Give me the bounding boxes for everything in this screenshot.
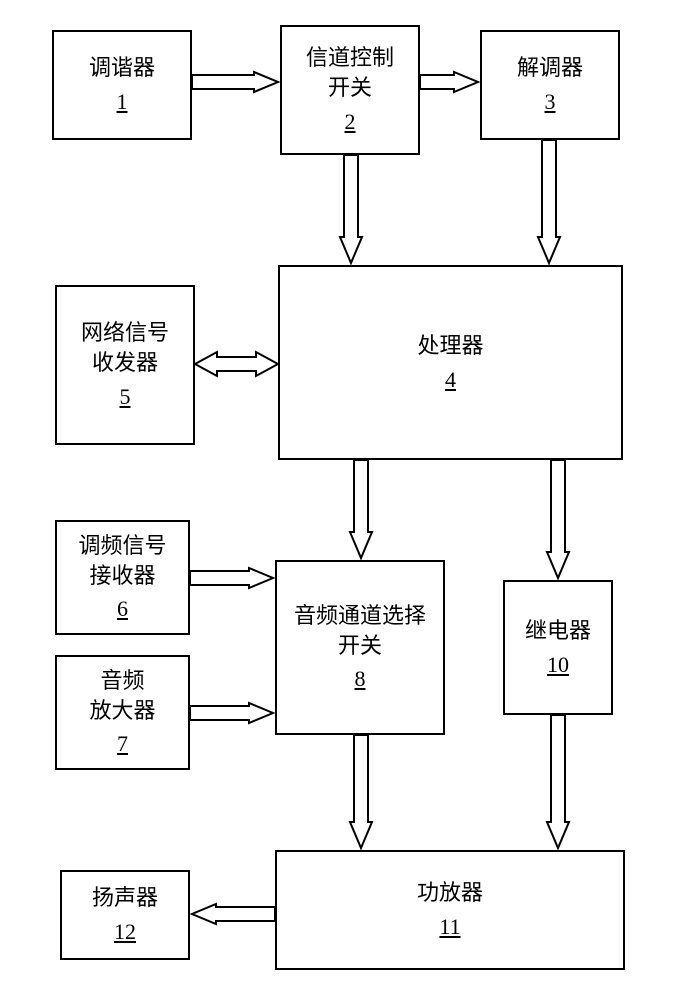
arrow-3-4 xyxy=(538,140,560,265)
arrow-5-4 xyxy=(195,352,278,376)
node-speaker: 扬声器 12 xyxy=(60,870,190,960)
node-label: 功放器 xyxy=(417,878,483,908)
node-number: 8 xyxy=(355,664,366,694)
node-label: 处理器 xyxy=(417,331,483,361)
arrow-1-2 xyxy=(192,72,280,92)
node-label: 解调器 xyxy=(517,53,583,83)
arrow-2-3 xyxy=(420,72,480,92)
node-number: 6 xyxy=(117,594,128,624)
node-label: 网络信号收发器 xyxy=(81,318,169,377)
node-number: 5 xyxy=(120,382,131,412)
node-audio-amp: 音频放大器 7 xyxy=(55,655,190,770)
node-audio-channel-switch: 音频通道选择开关 8 xyxy=(275,560,445,735)
node-label: 继电器 xyxy=(525,616,591,646)
node-label: 信道控制开关 xyxy=(306,43,394,102)
node-network-transceiver: 网络信号收发器 5 xyxy=(55,285,195,445)
node-label: 音频放大器 xyxy=(89,666,155,725)
node-label: 调谐器 xyxy=(89,53,155,83)
arrow-8-11 xyxy=(350,735,372,850)
arrow-4-8 xyxy=(350,460,372,560)
arrow-4-10 xyxy=(547,460,569,580)
node-fm-receiver: 调频信号接收器 6 xyxy=(55,520,190,635)
node-number: 4 xyxy=(445,365,456,395)
node-number: 1 xyxy=(117,87,128,117)
node-number: 10 xyxy=(547,650,569,680)
node-label: 音频通道选择开关 xyxy=(294,601,426,660)
node-number: 2 xyxy=(345,107,356,137)
node-relay: 继电器 10 xyxy=(503,580,613,715)
node-label: 扬声器 xyxy=(92,883,158,913)
node-number: 12 xyxy=(114,917,136,947)
node-power-amp: 功放器 11 xyxy=(275,850,625,970)
node-demodulator: 解调器 3 xyxy=(480,30,620,140)
arrow-7-8 xyxy=(190,703,275,723)
arrow-10-11 xyxy=(547,715,569,850)
node-number: 3 xyxy=(545,87,556,117)
node-label: 调频信号接收器 xyxy=(78,531,166,590)
arrow-6-8 xyxy=(190,568,275,588)
node-channel-switch: 信道控制开关 2 xyxy=(280,25,420,155)
node-number: 11 xyxy=(439,912,460,942)
node-tuner: 调谐器 1 xyxy=(52,30,192,140)
node-number: 7 xyxy=(117,729,128,759)
arrow-11-12 xyxy=(190,904,275,924)
node-processor: 处理器 4 xyxy=(278,265,623,460)
arrow-2-4 xyxy=(340,155,362,265)
